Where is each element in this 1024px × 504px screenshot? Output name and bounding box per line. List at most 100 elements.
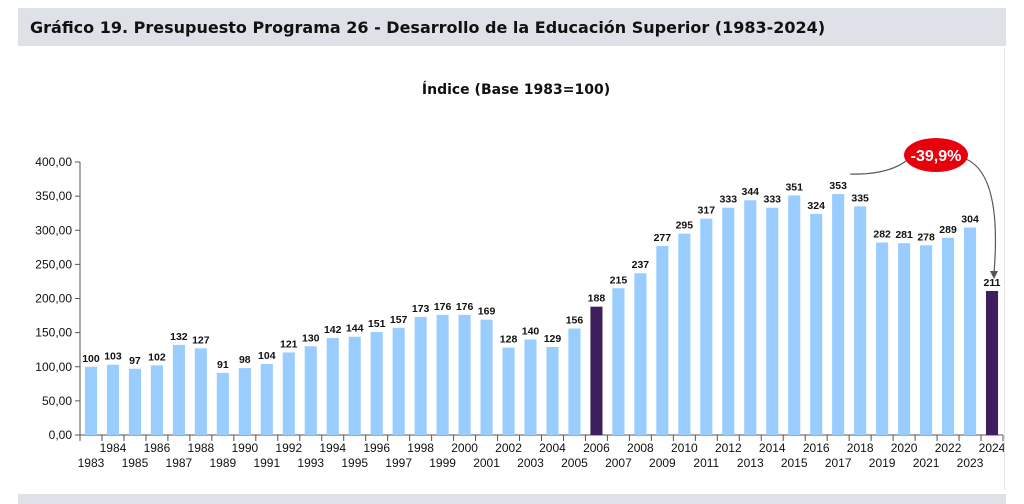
y-tick-label: 350,00: [35, 189, 72, 203]
data-label: 103: [104, 351, 122, 363]
bar-chart: Índice (Base 1983=100) 0,00 50,00 100,00 15…: [35, 81, 1004, 470]
bottom-bar: [18, 494, 1006, 504]
x-tick-label: 1984: [100, 441, 127, 455]
x-tick-label: 1987: [166, 456, 193, 470]
data-label: 102: [148, 351, 166, 363]
bar: [150, 365, 163, 435]
x-tick-label: 2016: [803, 441, 830, 455]
data-label: 344: [742, 186, 760, 198]
data-label: 151: [368, 318, 386, 330]
bar: [414, 316, 427, 435]
bar: [656, 245, 669, 435]
data-label: 128: [500, 334, 518, 346]
x-tick-label: 2003: [517, 456, 544, 470]
callout-text: -39,9%: [911, 148, 962, 165]
data-label: 278: [917, 231, 935, 243]
y-tick-label: 300,00: [35, 223, 72, 237]
data-label: 281: [895, 229, 913, 241]
bar: [788, 195, 801, 435]
data-label: 91: [217, 359, 229, 371]
bar: [128, 368, 141, 435]
bar: [832, 194, 845, 435]
bar: [370, 331, 383, 435]
data-label: 121: [280, 338, 298, 350]
data-label: 176: [456, 301, 474, 313]
bar: [700, 218, 713, 435]
data-label: 237: [632, 259, 650, 271]
data-label: 129: [544, 333, 562, 345]
x-tick-label: 2001: [473, 456, 500, 470]
x-tick-label: 2014: [759, 441, 786, 455]
data-label: 169: [478, 306, 496, 318]
y-tick-label: 250,00: [35, 257, 72, 271]
bar: [436, 314, 449, 435]
data-label: 97: [129, 355, 141, 367]
bar: [106, 364, 120, 435]
y-tick-label: 100,00: [35, 360, 72, 374]
data-label: 130: [302, 332, 320, 344]
data-label: 98: [239, 354, 251, 366]
bar: [634, 273, 647, 435]
bar: [392, 327, 405, 435]
bar: [216, 372, 229, 435]
bar: [568, 328, 581, 435]
data-label: 304: [961, 214, 979, 226]
bar: [480, 319, 493, 435]
x-tick-label: 1983: [78, 456, 105, 470]
change-callout: -39,9%: [850, 138, 999, 279]
bar: [942, 237, 955, 435]
bar: [810, 213, 823, 435]
data-label: 215: [610, 274, 628, 286]
data-label: 132: [170, 331, 188, 343]
data-label: 295: [676, 220, 694, 232]
x-tick-label: 2019: [869, 456, 896, 470]
bar: [546, 346, 559, 435]
data-label: 282: [873, 229, 891, 241]
data-label: 157: [390, 314, 408, 326]
x-tick-label: 2015: [781, 456, 808, 470]
bar: [348, 336, 361, 435]
data-label: 333: [763, 194, 781, 206]
x-tick-label: 1990: [231, 441, 258, 455]
bar: [458, 314, 471, 435]
callout-line-left: [850, 160, 907, 175]
bar: [766, 207, 779, 435]
x-tick-label: 1997: [385, 456, 412, 470]
bar: [194, 348, 207, 435]
data-label: 104: [258, 350, 276, 362]
callout-line-right: [965, 158, 997, 274]
x-tick-label: 1985: [122, 456, 149, 470]
x-tick-label: 2011: [693, 456, 719, 470]
bar: [326, 338, 339, 435]
data-label: 289: [939, 224, 957, 236]
x-tick-label: 2017: [825, 456, 852, 470]
bar: [84, 366, 98, 435]
data-label: 176: [434, 301, 452, 313]
x-tick-label: 2018: [847, 441, 874, 455]
x-tick-label: 1995: [341, 456, 368, 470]
bar: [722, 207, 735, 435]
bar: [304, 346, 317, 435]
x-tick-label: 1994: [319, 441, 346, 455]
y-tick-label: 150,00: [35, 326, 72, 340]
data-label: 317: [698, 205, 716, 217]
bar: [876, 242, 889, 435]
x-tick-label: 2000: [451, 441, 478, 455]
data-label: 211: [984, 277, 1001, 289]
x-tick-label: 2005: [561, 456, 588, 470]
bar: [172, 344, 185, 435]
x-tick-label: 2009: [649, 456, 676, 470]
x-tick-label: 1993: [297, 456, 324, 470]
x-tick-label: 2012: [715, 441, 742, 455]
x-tick-label: 2007: [605, 456, 632, 470]
chart-data-labels: 100 103 97 102 132 127 91 98 104 121 130 142 144 151 1…: [82, 180, 1000, 371]
bar: [282, 352, 295, 435]
chart-axes: 0,00 50,00 100,00 150,00 200,00 250,00 300,00 3…: [35, 155, 1004, 470]
bar: [260, 364, 273, 435]
x-tick-label: 1992: [275, 441, 302, 455]
bar: [524, 339, 537, 435]
chart-title: Índice (Base 1983=100): [422, 81, 610, 98]
bar: [612, 288, 625, 435]
x-tick-label: 1988: [188, 441, 215, 455]
x-tick-label: 2021: [913, 456, 940, 470]
